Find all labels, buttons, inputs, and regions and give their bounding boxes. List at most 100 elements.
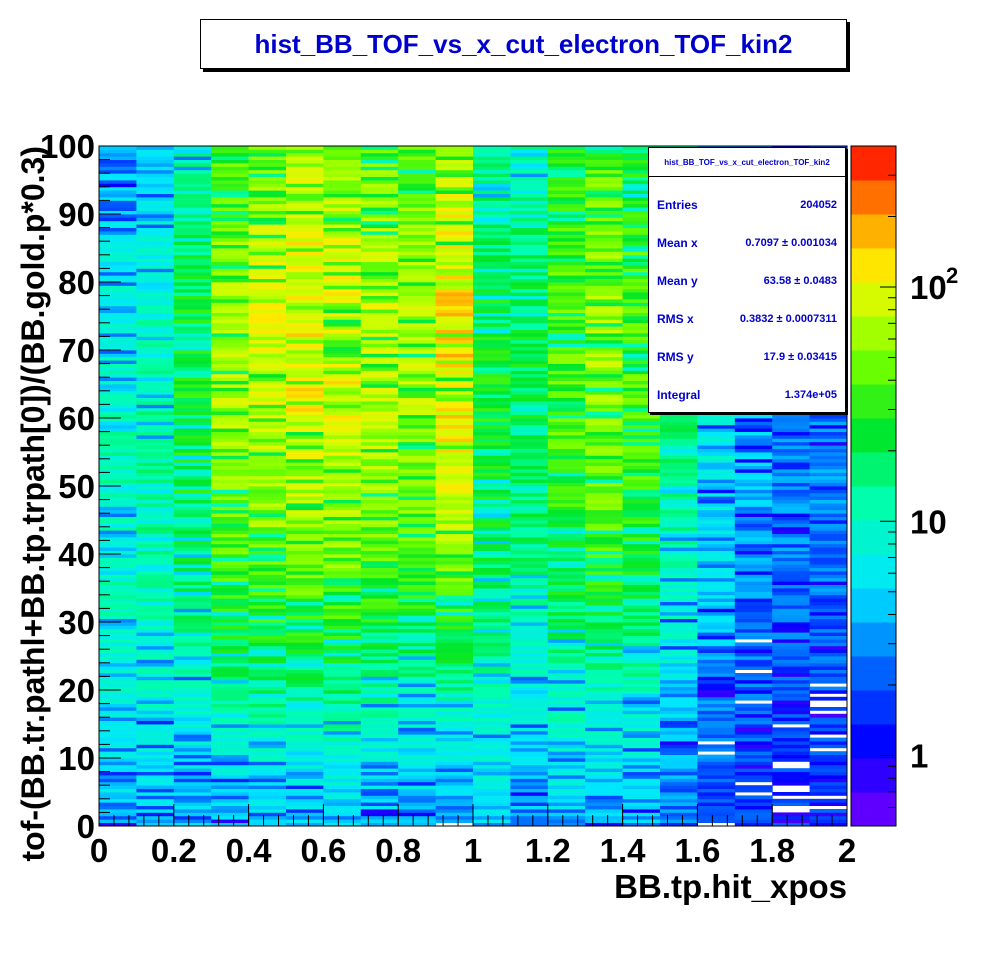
heatmap-cell <box>211 788 250 793</box>
heatmap-cell <box>734 819 773 823</box>
heatmap-cell <box>435 390 474 395</box>
heatmap-cell <box>99 486 137 490</box>
heatmap-cell <box>622 523 661 528</box>
heatmap-cell <box>435 336 474 341</box>
heatmap-cell <box>248 751 287 755</box>
heatmap-cell <box>211 798 250 803</box>
heatmap-cell <box>547 642 586 647</box>
heatmap-cell <box>398 176 437 181</box>
heatmap-cell <box>136 815 175 820</box>
heatmap-cell <box>809 550 848 555</box>
heatmap-cell <box>398 761 437 766</box>
heatmap-cell <box>547 316 586 320</box>
heatmap-cell <box>772 673 811 677</box>
heatmap-cell <box>360 815 399 820</box>
heatmap-cell <box>136 452 175 456</box>
heatmap-cell <box>510 343 549 347</box>
heatmap-cell <box>99 625 137 630</box>
heatmap-cell <box>622 282 661 286</box>
heatmap-cell <box>248 601 287 606</box>
heatmap-cell <box>360 605 399 609</box>
heatmap-cell <box>697 547 736 551</box>
heatmap-cell <box>286 435 324 439</box>
heatmap-cell <box>211 183 250 188</box>
heatmap-cell <box>585 642 624 647</box>
heatmap-cell <box>248 441 287 446</box>
heatmap-cell <box>510 754 549 759</box>
heatmap-cell <box>473 679 511 684</box>
heatmap-cell <box>510 251 549 256</box>
heatmap-cell <box>286 462 324 466</box>
heatmap-cell <box>398 601 437 606</box>
heatmap-cell <box>585 190 624 194</box>
y-tick-label: 100 <box>40 128 95 165</box>
heatmap-cell <box>585 618 624 623</box>
heatmap-cell <box>510 404 549 409</box>
heatmap-cell <box>809 516 848 521</box>
heatmap-cell <box>360 448 399 453</box>
heatmap-cell <box>99 173 137 177</box>
heatmap-cell <box>360 778 399 783</box>
heatmap-cell <box>809 411 848 415</box>
heatmap-cell <box>211 645 250 650</box>
heatmap-cell <box>173 734 212 738</box>
heatmap-cell <box>360 197 399 201</box>
heatmap-cell <box>211 499 250 504</box>
heatmap-cell <box>585 550 624 555</box>
heatmap-cell <box>772 768 811 772</box>
heatmap-cell <box>772 598 811 602</box>
heatmap-cell <box>660 516 698 521</box>
heatmap-cell <box>398 659 437 664</box>
heatmap-cell <box>547 652 586 657</box>
heatmap-cell <box>510 792 549 796</box>
heatmap-cell <box>622 724 661 728</box>
heatmap-cell <box>173 193 212 198</box>
heatmap-cell <box>99 200 137 205</box>
heatmap-cell <box>211 418 250 422</box>
heatmap-cell <box>547 503 586 507</box>
heatmap-cell <box>435 401 474 405</box>
heatmap-cell <box>211 169 250 174</box>
heatmap-cell <box>510 193 549 198</box>
heatmap-cell <box>211 625 250 630</box>
heatmap-cell <box>435 805 474 810</box>
heatmap-cell <box>323 343 362 347</box>
heatmap-cell <box>323 642 362 647</box>
heatmap-cell <box>435 244 474 249</box>
heatmap-cell <box>211 424 250 429</box>
heatmap-cell <box>510 217 549 222</box>
heatmap-cell <box>286 475 324 480</box>
heatmap-cell <box>697 598 736 602</box>
heatmap-cell <box>323 554 362 558</box>
heatmap-cell <box>547 360 586 364</box>
heatmap-cell <box>398 418 437 422</box>
heatmap-cell <box>585 319 624 324</box>
heatmap-cell <box>510 241 549 245</box>
heatmap-cell <box>697 717 736 721</box>
heatmap-cell <box>585 312 624 317</box>
heatmap-cell <box>136 676 175 681</box>
heatmap-cell <box>136 781 175 786</box>
heatmap-cell <box>248 564 287 568</box>
heatmap-cell <box>585 404 624 409</box>
heatmap-cell <box>211 248 250 252</box>
heatmap-cell <box>360 166 399 171</box>
heatmap-cell <box>435 149 474 154</box>
heatmap-cell <box>547 506 586 511</box>
heatmap-cell <box>473 530 511 534</box>
heatmap-cell <box>99 163 137 167</box>
heatmap-cell <box>547 751 586 755</box>
heatmap-cell <box>622 642 661 647</box>
heatmap-cell <box>510 686 549 691</box>
heatmap-cell <box>136 183 175 188</box>
heatmap-cell <box>323 482 362 487</box>
heatmap-cell <box>360 169 399 174</box>
heatmap-cell <box>435 673 474 677</box>
heatmap-cell <box>211 506 250 511</box>
heatmap-cell <box>435 588 474 592</box>
heatmap-cell <box>286 203 324 208</box>
heatmap-cell <box>510 438 549 443</box>
heatmap-cell <box>510 547 549 551</box>
heatmap-cell <box>360 472 399 477</box>
heatmap-cell <box>248 635 287 640</box>
